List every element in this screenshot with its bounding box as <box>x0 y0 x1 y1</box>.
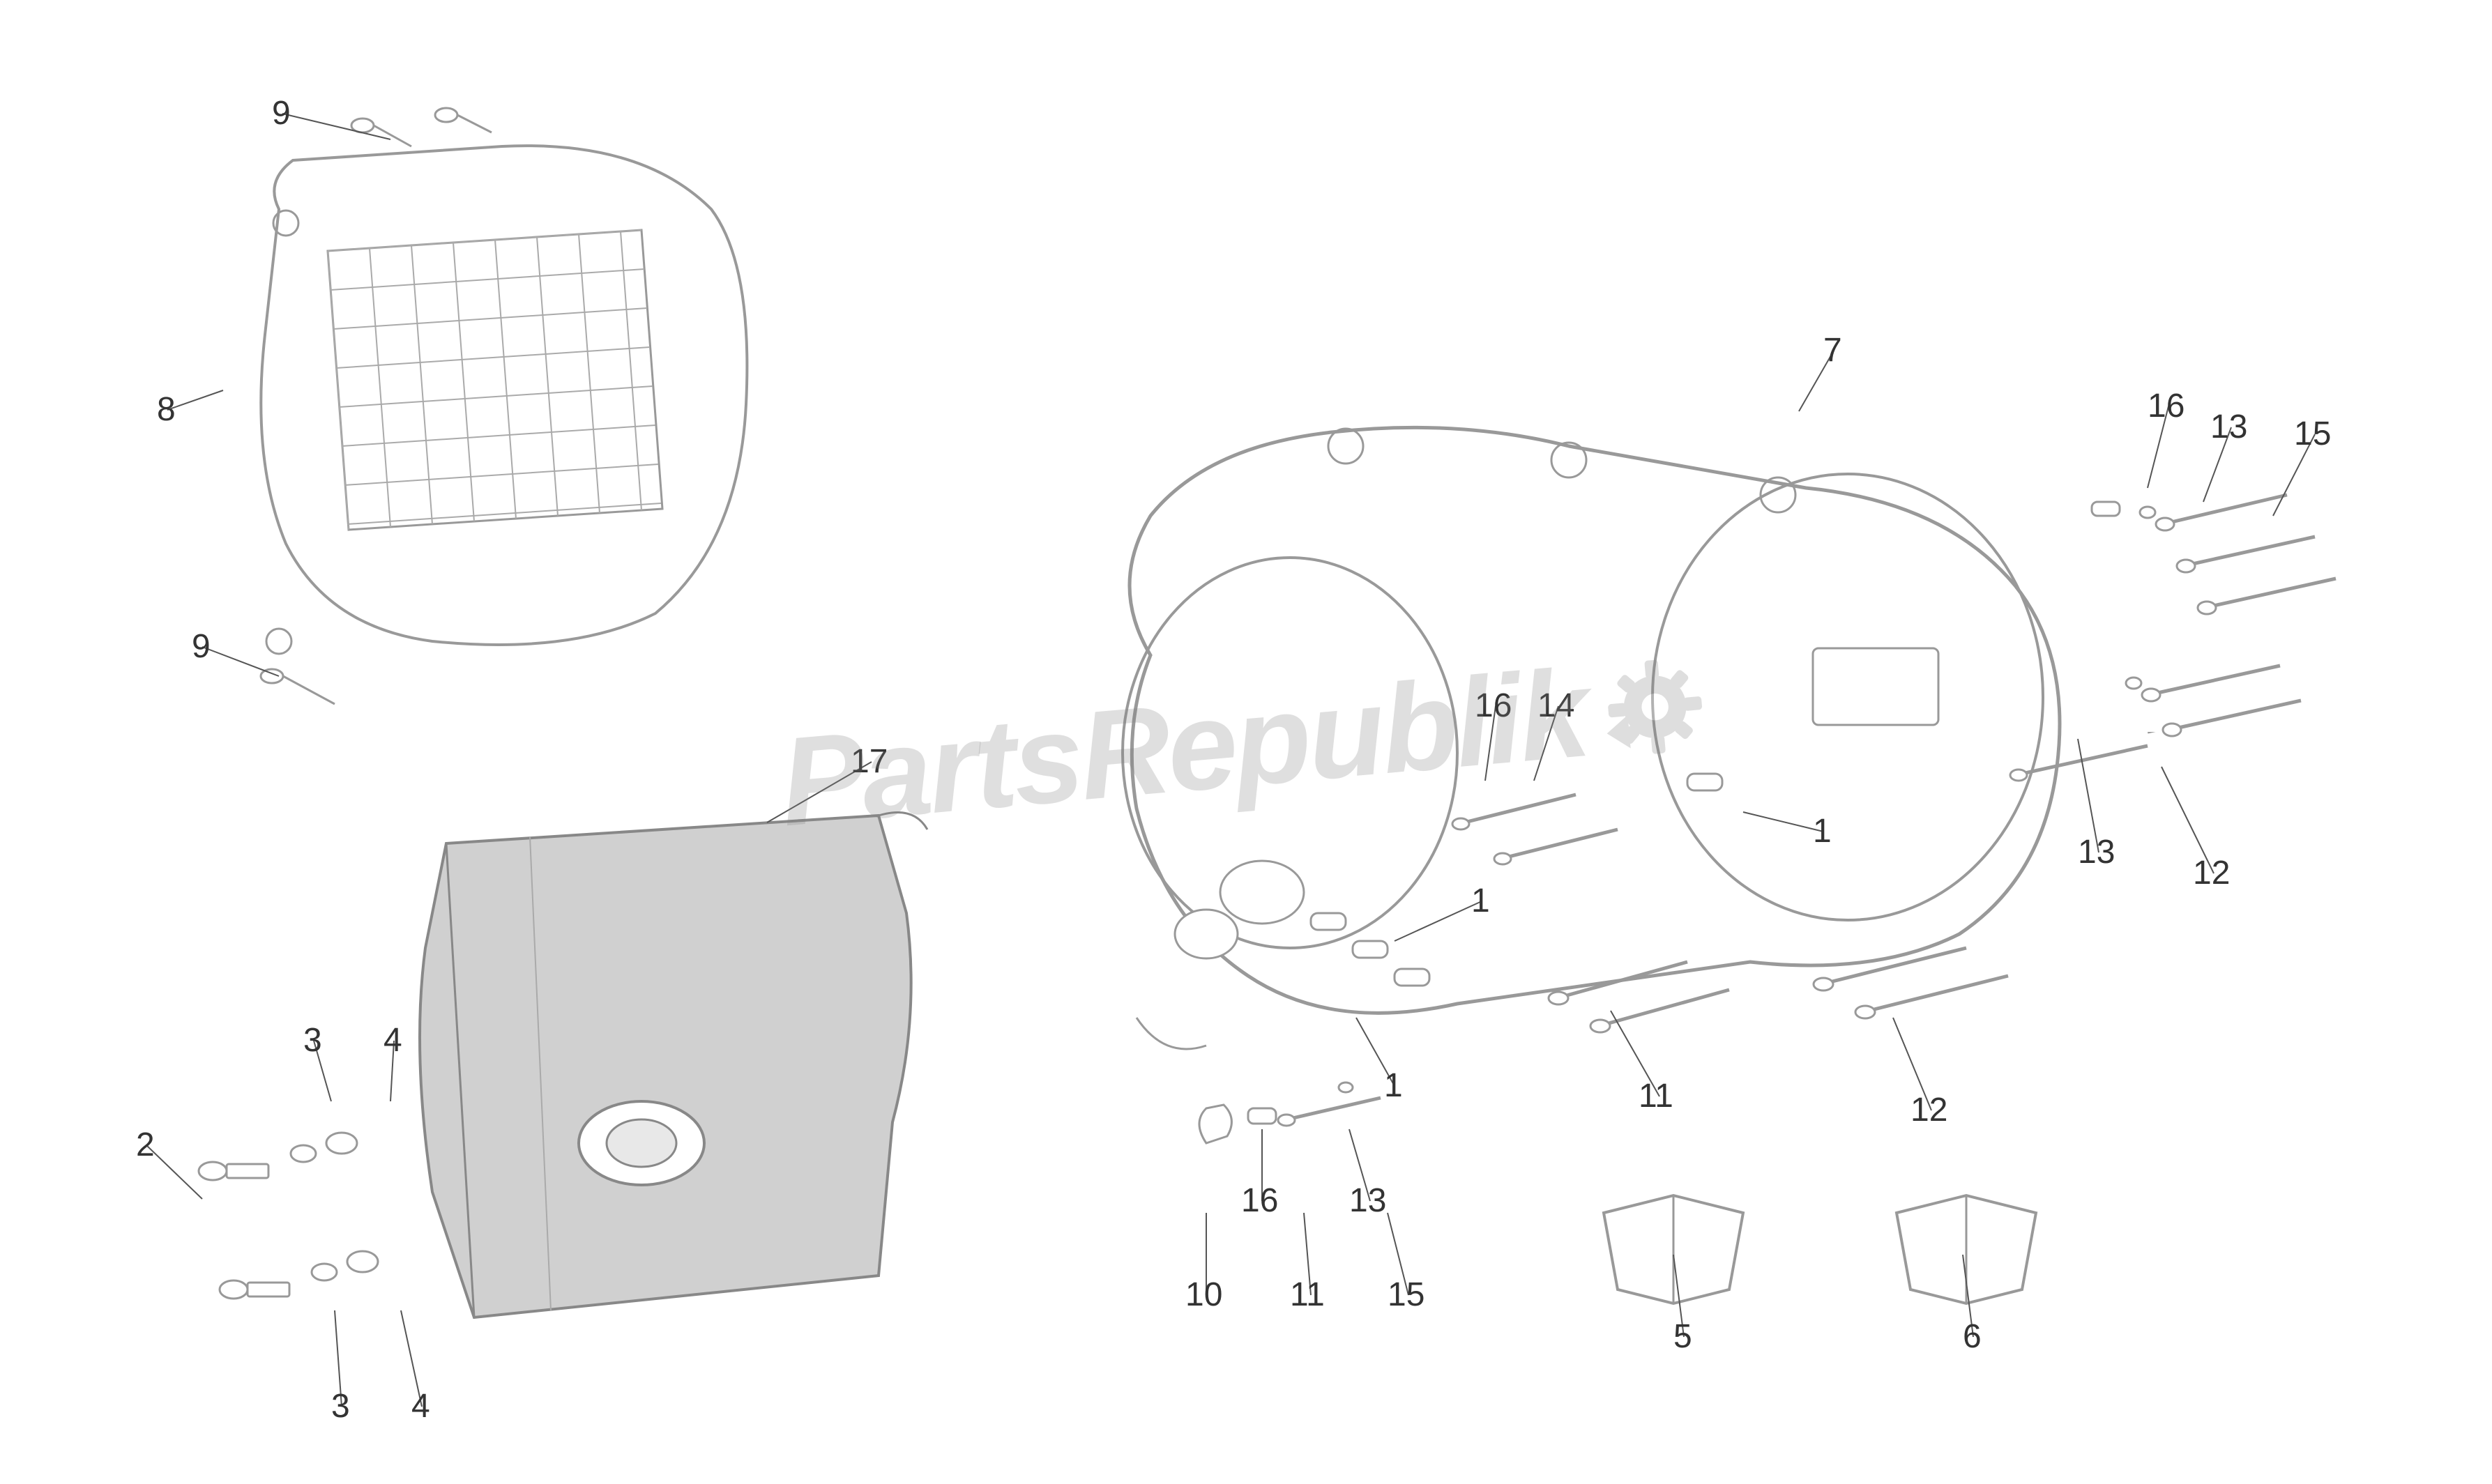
parts-diagram: 9891723434716131516141113121111216131011… <box>0 0 2492 1484</box>
callout-number: 10 <box>1185 1276 1222 1314</box>
callout-number: 5 <box>1673 1317 1692 1356</box>
callout-number: 15 <box>2294 415 2331 453</box>
callout-number: 16 <box>1475 687 1512 725</box>
callout-number: 6 <box>1963 1317 1982 1356</box>
callout-number: 17 <box>851 742 888 781</box>
callout-number: 11 <box>1639 1077 1673 1115</box>
callout-number: 3 <box>303 1021 322 1060</box>
callout-number: 1 <box>1471 882 1490 920</box>
callout-number: 1 <box>1813 812 1832 850</box>
cylinder-shroud-part <box>390 774 948 1345</box>
callout-number: 13 <box>2078 833 2115 871</box>
callout-number: 16 <box>2148 387 2185 425</box>
fan-cover-part <box>223 125 767 669</box>
callout-number: 15 <box>1388 1276 1424 1314</box>
screw-9-top <box>342 98 495 167</box>
callout-number: 1 <box>1384 1066 1403 1105</box>
callout-number: 11 <box>1290 1276 1325 1314</box>
screw-9-bottom <box>251 655 349 718</box>
callout-number: 9 <box>192 627 211 666</box>
callout-number: 9 <box>272 94 291 132</box>
cover-bolts <box>1185 732 2301 1220</box>
callout-number: 3 <box>331 1387 350 1425</box>
callout-number: 4 <box>383 1021 402 1060</box>
callout-number: 4 <box>411 1387 430 1425</box>
callout-number: 2 <box>136 1126 155 1164</box>
top-right-bolts <box>2078 474 2371 767</box>
callout-number: 13 <box>1349 1181 1386 1220</box>
callout-number: 14 <box>1537 687 1574 725</box>
bolts-left <box>185 1087 450 1338</box>
callout-number: 13 <box>2210 408 2247 446</box>
damper-5 <box>1590 1185 1757 1310</box>
callout-number: 7 <box>1823 331 1842 369</box>
callout-number: 12 <box>1910 1091 1947 1129</box>
callout-number: 16 <box>1241 1181 1278 1220</box>
callout-number: 8 <box>157 390 176 429</box>
callout-number: 12 <box>2193 854 2230 892</box>
damper-6 <box>1883 1185 2050 1310</box>
